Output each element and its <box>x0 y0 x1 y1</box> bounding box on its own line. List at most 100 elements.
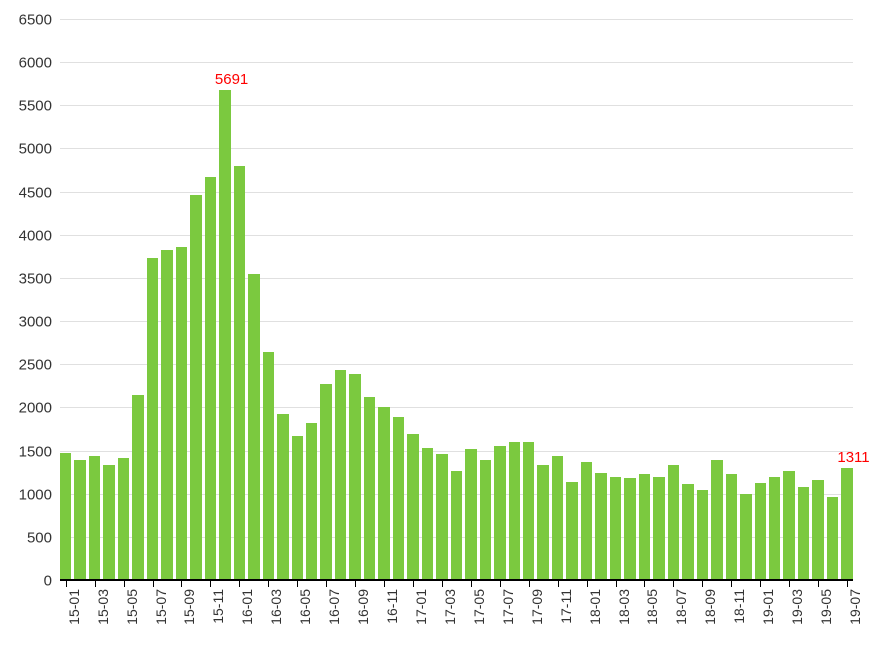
bar-col <box>726 20 737 581</box>
bar-col <box>480 20 491 581</box>
x-tick-col <box>306 581 317 661</box>
x-tick-col <box>219 581 230 661</box>
bar <box>697 490 708 581</box>
x-tick-mark <box>355 581 356 587</box>
bar <box>263 352 274 581</box>
x-axis-labels: 15-0115-0315-0515-0715-0915-1116-0116-03… <box>60 581 853 661</box>
bar <box>537 465 548 581</box>
bar <box>320 384 331 581</box>
bar-col <box>422 20 433 581</box>
x-tick-col: 16-07 <box>320 581 331 661</box>
x-tick-mark <box>818 581 819 587</box>
x-tick-mark <box>268 581 269 587</box>
bar-col <box>320 20 331 581</box>
bar <box>595 473 606 581</box>
y-tick-label: 3500 <box>19 270 60 287</box>
bar-col <box>581 20 592 581</box>
bar <box>118 458 129 581</box>
x-tick-col: 17-03 <box>436 581 447 661</box>
bar-col: 1311 <box>841 20 852 581</box>
plot-area: 0500100015002000250030003500400045005000… <box>60 20 853 581</box>
bar <box>89 456 100 581</box>
bar <box>103 465 114 581</box>
x-tick-col: 17-05 <box>465 581 476 661</box>
bar-col <box>566 20 577 581</box>
x-tick-col: 17-09 <box>523 581 534 661</box>
bar-col <box>190 20 201 581</box>
bar <box>581 462 592 581</box>
x-tick-col: 17-11 <box>552 581 563 661</box>
y-tick-label: 5000 <box>19 141 60 158</box>
x-tick-col <box>422 581 433 661</box>
bar-col <box>248 20 259 581</box>
bar-col <box>306 20 317 581</box>
x-tick-col <box>103 581 114 661</box>
x-tick-mark <box>471 581 472 587</box>
bar <box>827 497 838 581</box>
x-tick-mark <box>500 581 501 587</box>
bar-col <box>740 20 751 581</box>
bar-col <box>147 20 158 581</box>
bar-col <box>595 20 606 581</box>
bar-col <box>335 20 346 581</box>
y-tick-label: 4000 <box>19 227 60 244</box>
x-tick-mark <box>558 581 559 587</box>
bar-col <box>349 20 360 581</box>
y-tick-label: 6500 <box>19 12 60 29</box>
bar <box>726 474 737 581</box>
bar <box>711 460 722 581</box>
bar-col <box>205 20 216 581</box>
x-tick-col: 18-09 <box>697 581 708 661</box>
bar-col <box>711 20 722 581</box>
bar-col <box>783 20 794 581</box>
bar <box>566 482 577 581</box>
bar <box>755 483 766 581</box>
x-tick-col <box>364 581 375 661</box>
bar-col <box>827 20 838 581</box>
x-tick-mark <box>181 581 182 587</box>
bar-col <box>697 20 708 581</box>
bar <box>769 477 780 581</box>
x-tick-col: 18-03 <box>610 581 621 661</box>
y-tick-label: 6000 <box>19 55 60 72</box>
x-tick-col <box>509 581 520 661</box>
bar-col <box>161 20 172 581</box>
bar-col <box>537 20 548 581</box>
x-tick-col: 18-07 <box>668 581 679 661</box>
x-tick-col: 15-01 <box>60 581 71 661</box>
y-tick-label: 2500 <box>19 357 60 374</box>
bar <box>436 454 447 581</box>
bar-col <box>103 20 114 581</box>
x-tick-col <box>566 581 577 661</box>
x-tick-col: 15-03 <box>89 581 100 661</box>
x-tick-mark <box>210 581 211 587</box>
bar <box>682 484 693 581</box>
bar-col <box>74 20 85 581</box>
x-tick-col <box>74 581 85 661</box>
bar-col <box>494 20 505 581</box>
bar-col <box>552 20 563 581</box>
bar <box>422 448 433 581</box>
x-tick-col: 16-03 <box>263 581 274 661</box>
bar-col <box>89 20 100 581</box>
bar-col <box>407 20 418 581</box>
bar-col <box>118 20 129 581</box>
x-tick-label: 19-07 <box>847 589 863 625</box>
bar <box>364 397 375 581</box>
x-tick-mark <box>66 581 67 587</box>
bar-col <box>798 20 809 581</box>
bar-col <box>132 20 143 581</box>
x-tick-mark <box>673 581 674 587</box>
bar-col <box>610 20 621 581</box>
bar <box>552 456 563 581</box>
bar <box>234 166 245 581</box>
x-tick-mark <box>731 581 732 587</box>
bar <box>841 468 852 581</box>
x-tick-col <box>682 581 693 661</box>
x-tick-mark <box>153 581 154 587</box>
x-tick-col: 16-05 <box>292 581 303 661</box>
x-tick-col <box>335 581 346 661</box>
y-tick-label: 0 <box>44 573 60 590</box>
bar <box>740 494 751 581</box>
bar-col <box>624 20 635 581</box>
